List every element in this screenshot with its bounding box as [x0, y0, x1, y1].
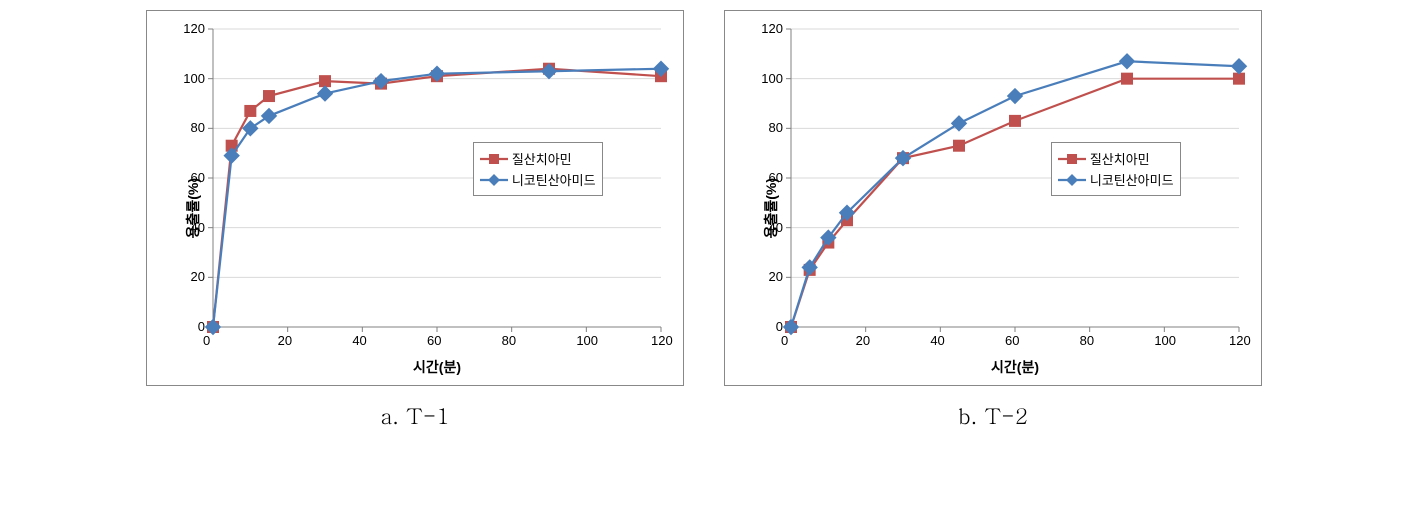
y-tick-label: 100	[183, 71, 205, 86]
chart-frame: 용출률(%)020406080100120020406080100120질산치아…	[724, 10, 1262, 386]
legend-item: 질산치아민	[480, 149, 596, 168]
chart-area: 용출률(%)020406080100120020406080100120질산치아…	[155, 19, 675, 359]
y-tick-label: 60	[191, 170, 205, 185]
y-tick-label: 80	[191, 120, 205, 135]
y-tick-label: 20	[191, 269, 205, 284]
legend-marker-icon	[480, 173, 508, 187]
y-tick-label: 120	[761, 21, 783, 36]
series-marker	[1010, 115, 1021, 126]
series-marker	[264, 91, 275, 102]
y-tick-label: 80	[769, 120, 783, 135]
chart-area: 용출률(%)020406080100120020406080100120질산치아…	[733, 19, 1253, 359]
y-tick-label: 100	[761, 71, 783, 86]
legend-item: 질산치아민	[1058, 149, 1174, 168]
legend-item: 니코틴산아미드	[1058, 170, 1174, 189]
legend-marker-icon	[1058, 173, 1086, 187]
x-tick-label: 0	[203, 333, 210, 348]
x-tick-label: 120	[1229, 333, 1251, 348]
panel-caption: a. T-1	[380, 400, 449, 431]
y-tick-label: 120	[183, 21, 205, 36]
chart-container: 용출률(%)020406080100120020406080100120질산치아…	[10, 10, 1398, 431]
panel-caption: b. T-2	[958, 400, 1028, 431]
series-marker	[1234, 73, 1245, 84]
legend-label: 니코틴산아미드	[512, 170, 596, 189]
legend-label: 질산치아민	[1090, 149, 1150, 168]
x-tick-label: 20	[278, 333, 292, 348]
x-tick-label: 20	[856, 333, 870, 348]
x-tick-label: 120	[651, 333, 673, 348]
y-tick-label: 0	[198, 319, 205, 334]
x-tick-label: 60	[1005, 333, 1019, 348]
x-tick-label: 40	[930, 333, 944, 348]
legend-marker-icon	[480, 152, 508, 166]
x-tick-label: 80	[502, 333, 516, 348]
legend-item: 니코틴산아미드	[480, 170, 596, 189]
legend-label: 니코틴산아미드	[1090, 170, 1174, 189]
x-tick-label: 100	[576, 333, 598, 348]
legend: 질산치아민니코틴산아미드	[1051, 142, 1181, 196]
x-tick-label: 80	[1080, 333, 1094, 348]
legend-label: 질산치아민	[512, 149, 572, 168]
legend-marker-icon	[1058, 152, 1086, 166]
series-marker	[320, 76, 331, 87]
x-tick-label: 100	[1154, 333, 1176, 348]
y-tick-label: 0	[776, 319, 783, 334]
y-tick-label: 40	[191, 220, 205, 235]
chart-frame: 용출률(%)020406080100120020406080100120질산치아…	[146, 10, 684, 386]
x-tick-label: 60	[427, 333, 441, 348]
x-tick-label: 0	[781, 333, 788, 348]
x-axis-label: 시간(분)	[213, 357, 661, 377]
x-tick-label: 40	[352, 333, 366, 348]
chart-panel: 용출률(%)020406080100120020406080100120질산치아…	[724, 10, 1262, 431]
series-marker	[245, 105, 256, 116]
y-tick-label: 40	[769, 220, 783, 235]
y-tick-label: 60	[769, 170, 783, 185]
chart-panel: 용출률(%)020406080100120020406080100120질산치아…	[146, 10, 684, 431]
x-axis-label: 시간(분)	[791, 357, 1239, 377]
y-tick-label: 20	[769, 269, 783, 284]
series-marker	[954, 140, 965, 151]
series-marker	[1122, 73, 1133, 84]
legend: 질산치아민니코틴산아미드	[473, 142, 603, 196]
